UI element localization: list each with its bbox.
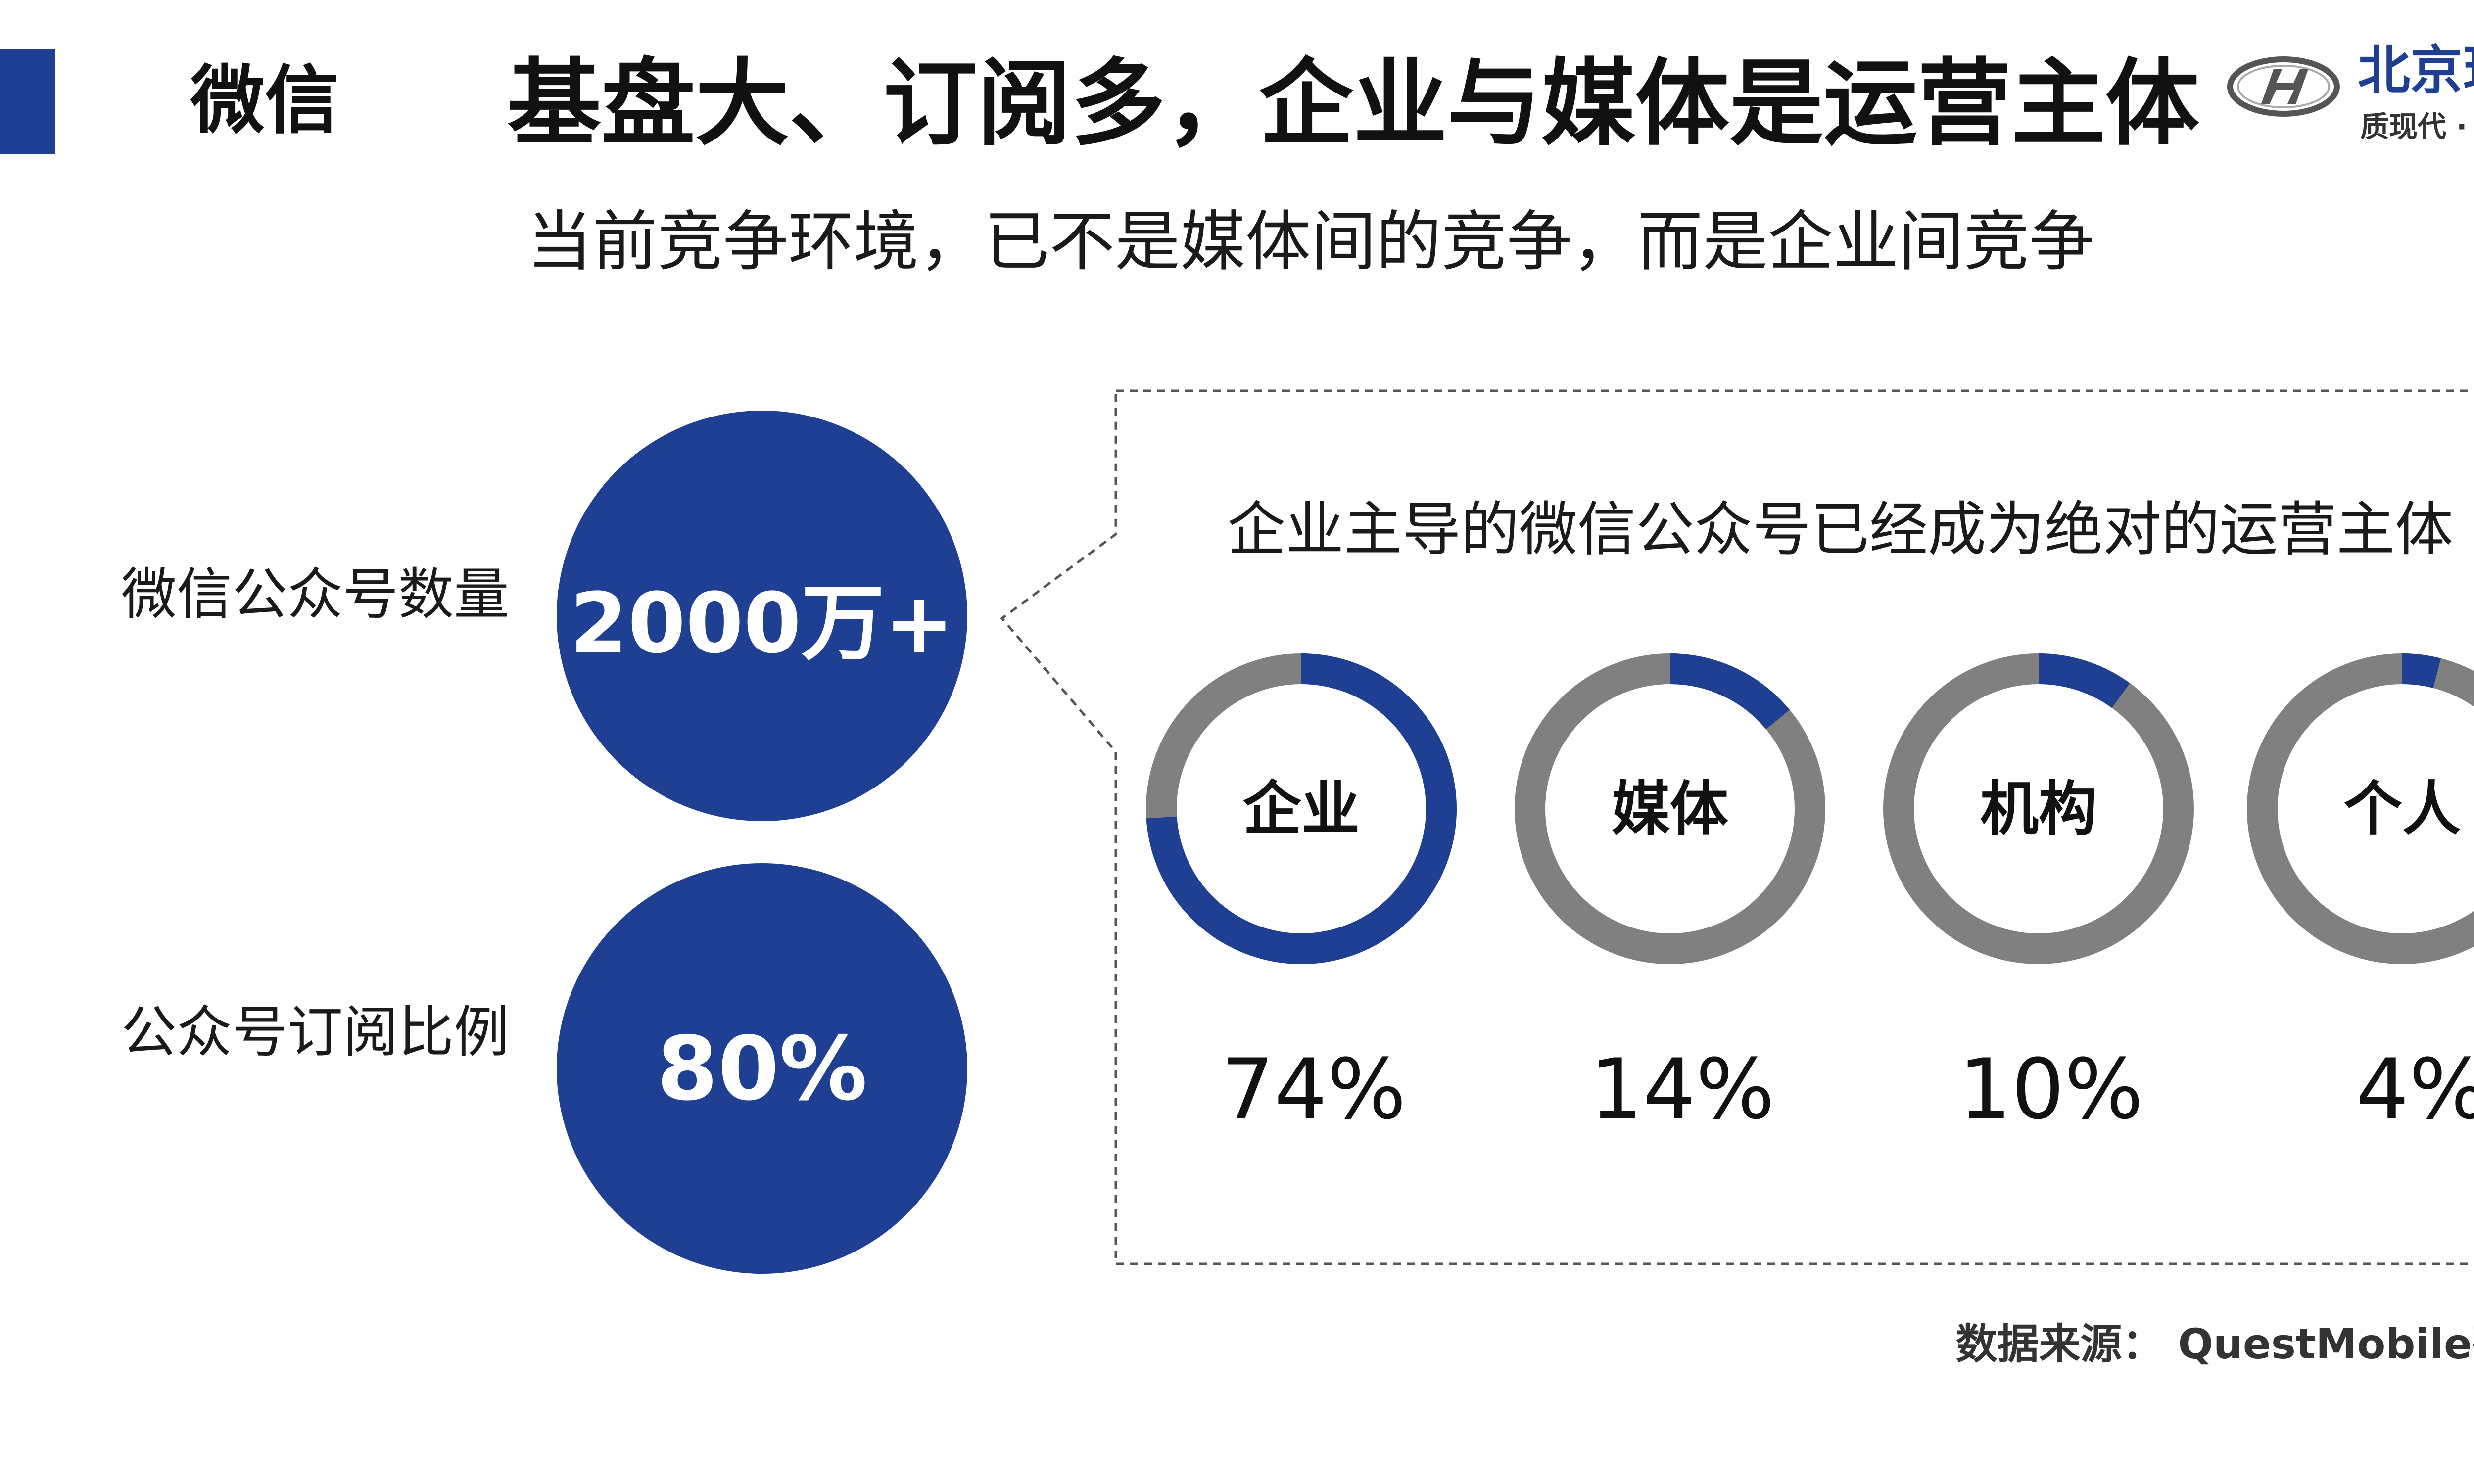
stat-value-account-count: 2000万+ [570,574,954,672]
section-label: 微信 [190,58,339,144]
donut-value-media: 14% [1590,1041,1775,1138]
stat-circle-account-count: 2000万+ [557,411,967,821]
donut-arc [1883,653,2194,964]
donut-label: 企业 [1242,775,1360,843]
brand-name: 北京现代 [2358,40,2474,101]
accent-bar [0,49,55,154]
brand-logo: 北京现代 质现代 · 智未来 [2227,42,2474,156]
donut-arc [2247,653,2474,964]
donut-value-enterprise: 74% [1221,1041,1406,1138]
donut-label: 个人 [2343,775,2461,843]
page-title: 基盘大、订阅多，企业与媒体是运营主体 [507,49,2200,158]
brand-slogan: 质现代 · 智未来 [2360,110,2474,143]
donut-arc [1146,653,1457,964]
page-subtitle: 当前竞争环境，已不是媒体间的竞争，而是企业间竞争 [527,204,2094,280]
donut-label: 机构 [1980,775,2097,843]
stat-circle-subscription-ratio: 80% [557,863,967,1274]
donut-arc [1515,653,1825,964]
donut-enterprise: 企业 [1141,648,1462,970]
donut-value-individual: 4% [2356,1041,2474,1138]
stat-label-account-count: 微信公众号数量 [121,562,509,627]
donut-label: 媒体 [1611,775,1728,843]
stat-label-subscription-ratio: 公众号订阅比例 [121,1000,509,1065]
stat-value-subscription-ratio: 80% [656,1017,868,1120]
chart-title: 企业主导的微信公众号已经成为绝对的运营主体 [1227,495,2454,563]
hyundai-emblem-icon [2227,56,2340,117]
donut-media: 媒体 [1509,648,1831,970]
donut-institution: 机构 [1878,648,2199,970]
donut-value-institution: 10% [1958,1041,2143,1138]
source-note: 数据来源： QuestMobile研究院 [1955,1320,2474,1368]
donut-individual: 个人 [2241,648,2474,970]
